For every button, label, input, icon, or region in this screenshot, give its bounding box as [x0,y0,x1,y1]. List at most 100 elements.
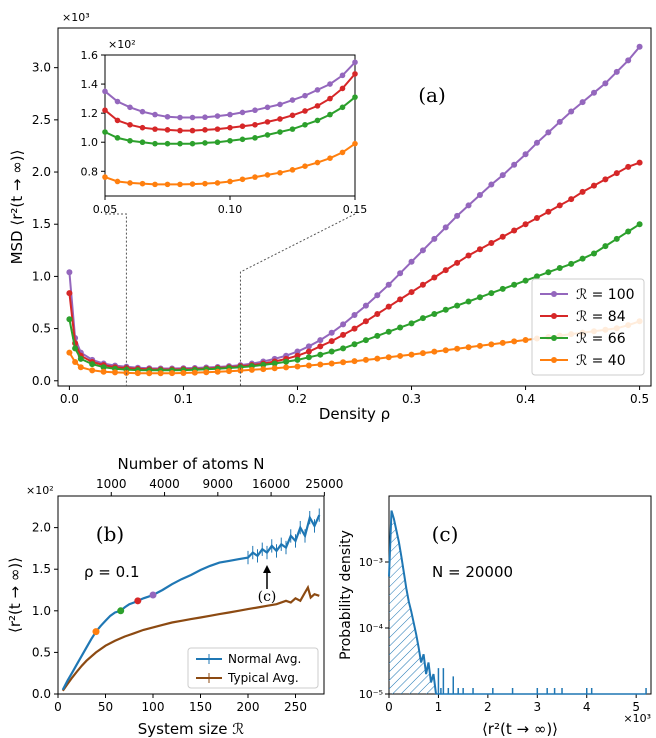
panel-a-series-marker [317,343,324,350]
inset-series-marker [189,127,196,134]
panel-c-xtick-label: 5 [632,700,640,714]
panel-a-series-marker [568,196,575,203]
panel-a-series-marker [317,351,324,358]
inset-series-marker [352,140,358,147]
panel-a-xtick-label: 0.2 [288,392,307,406]
panel-a-series-marker [511,161,518,168]
panel-a-series-marker [556,265,563,272]
panel-a-frame [57,27,652,387]
panel-b-frame [57,495,325,695]
panel-a-series-marker [283,358,290,365]
panel-a-ytick-label: 0.0 [32,374,51,388]
panel-a-legend-marker [551,291,557,297]
panel-a-series-marker [328,329,335,336]
inset-y-multiplier: ×10² [108,38,136,51]
panel-a-series-marker [317,337,324,344]
panel-a-series-marker [431,274,438,281]
panel-a-series-marker [237,367,244,374]
panel-a-series-marker [613,68,620,75]
inset-series-marker [289,97,296,103]
panel-a-series-marker [465,344,472,351]
panel-a-series-marker [636,221,643,228]
panel-c-ytick-label: 10⁻⁵ [359,688,383,701]
panel-b-top-tick-label: 25000 [305,477,343,491]
panel-a-series-marker [465,252,472,259]
panel-b-xtick-label: 250 [284,700,307,714]
panel-a-series-marker [419,350,426,357]
inset-series-marker [202,114,208,121]
panel-a-series-marker [385,281,392,288]
panel-a-xlabel: Density ρ [319,405,390,423]
inset-series-marker [114,178,121,185]
inset-series-marker [289,112,296,119]
inset-xtick-label: 0.05 [93,203,118,216]
panel-a-series-marker [340,345,347,352]
panel-a-legend-label: ℛ = 84 [576,309,626,325]
panel-a-series-marker [351,358,358,365]
panel-c-xlabel: ⟨r²(t → ∞)⟩ [482,720,558,738]
panel-a-series-marker [260,361,267,368]
inset-series-marker [339,149,346,156]
panel-a-series-marker [476,294,483,301]
inset-series-marker [102,88,108,95]
inset-series-marker [264,104,271,111]
panel-a-xtick-label: 0.1 [174,392,193,406]
panel-a-series-marker [362,302,369,309]
panel-a-series-marker [465,298,472,305]
inset-series-marker [214,180,221,186]
inset-series-marker [127,180,133,186]
panel-a-series-marker [590,250,597,257]
panel-a-series-marker [100,364,107,371]
inset-ytick-label: 1.4 [81,78,99,91]
panel-a-ytick-label: 2.0 [32,165,51,179]
panel-b-xtick-label: 200 [237,700,260,714]
panel-c-xtick-label: 1 [435,700,443,714]
panel-b-annotation: ρ = 0.1 [84,563,139,581]
panel-b-ytick-label: 1.0 [32,604,51,618]
panel-b-arrow-label: (c) [258,589,277,605]
panel-a-series-marker [77,355,84,362]
panel-a-series-marker [385,354,392,361]
inset-ytick-label: 0.8 [81,165,99,178]
inset-series-marker [302,163,308,170]
panel-c-ylabel: Probability density [338,530,354,660]
inset-series-marker [102,174,108,180]
panel-c-x-multiplier: ×10³ [623,712,651,725]
inset-series-marker [102,129,108,135]
inset-series-marker [264,172,271,178]
inset-series-marker [177,140,183,147]
inset-series-marker [164,127,171,133]
panel-a-series-marker [66,269,73,276]
panel-b-ytick-label: 1.5 [32,562,51,576]
panel-a-series-marker [613,235,620,242]
inset-series-marker [152,111,158,118]
inset-series-marker [152,126,158,132]
inset-series-marker [339,72,346,79]
panel-a-series-marker [214,368,221,375]
panel-a-legend [531,278,645,376]
panel-a-ylabel: MSD ⟨r²(t → ∞)⟩ [8,150,26,265]
inset-series-marker [264,132,271,138]
panel-c-annotation: N = 20000 [432,563,513,581]
panel-a-series-marker [465,202,472,209]
inset-series-marker [227,124,233,131]
inset-series-marker [127,121,133,128]
panel-a-series-marker [625,57,632,64]
panel-a-series-marker [100,368,107,375]
inset-series-marker [152,181,158,188]
panel-b-typical-line [61,584,320,692]
panel-a-series-marker [579,99,586,106]
panel-a-series-marker [283,364,290,371]
panel-a-ytick-label: 3.0 [32,61,51,75]
panel-a-series-marker [294,363,301,370]
panel-a-series-marker [533,273,540,280]
inset-series-marker [202,127,208,133]
panel-a-series-marker [419,315,426,322]
inset-series-marker [289,167,296,173]
inset-series-marker [252,121,258,128]
inset-series-marker [177,181,183,188]
panel-b-xtick-label: 0 [54,700,62,714]
panel-b-xlabel: System size ℛ [138,720,245,738]
panel-a-series-marker [556,202,563,209]
panel-b-xtick-label: 50 [98,700,113,714]
